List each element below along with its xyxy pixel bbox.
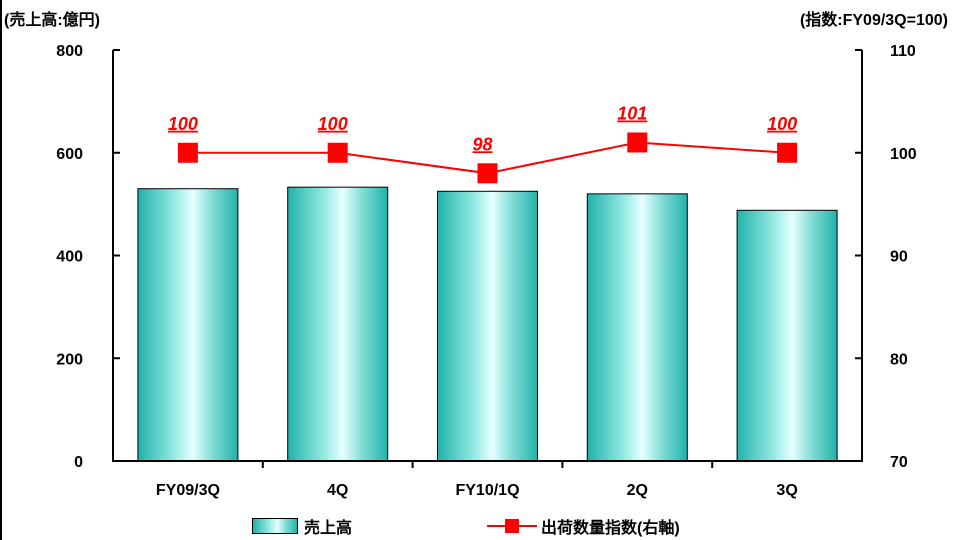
bar-3 [586, 193, 688, 462]
bar-0 [137, 188, 239, 462]
index-data-label-4: 100 [767, 114, 797, 134]
index-data-label-2: 98 [472, 134, 492, 154]
index-data-label-0: 100 [168, 114, 198, 134]
right-tick-label-3: 100 [890, 146, 917, 163]
legend-label-sales: 売上高 [304, 520, 353, 537]
right-axis-unit-label: (指数:FY09/3Q=100) [799, 12, 948, 29]
legend-line-swatch [487, 519, 537, 533]
index-marker-2 [477, 163, 498, 184]
bar-1 [287, 186, 389, 462]
left-tick-label-3: 600 [56, 146, 83, 163]
left-axis-unit-label: (売上高:億円) [4, 12, 100, 29]
left-tick-label-1: 200 [56, 351, 83, 368]
right-tick-label-4: 110 [890, 43, 916, 60]
bar-2 [437, 190, 538, 462]
left-tick-label-0: 0 [74, 454, 83, 471]
left-tick-label-4: 800 [56, 43, 83, 60]
legend-item-sales: 売上高 [252, 514, 352, 538]
right-tick-label-2: 90 [890, 249, 908, 266]
x-tick-label-2: FY10/1Q [455, 482, 519, 499]
legend-item-index: 出荷数量指数(右軸) [487, 514, 680, 538]
index-marker-1 [327, 142, 348, 163]
legend-bar-swatch [252, 518, 298, 534]
index-data-label-1: 100 [318, 114, 348, 134]
index-marker-0 [177, 142, 198, 163]
x-tick-label-4: 3Q [776, 482, 797, 499]
right-tick-label-0: 70 [890, 454, 908, 471]
index-marker-3 [627, 132, 648, 153]
frame-border [0, 0, 2, 540]
legend: 売上高 出荷数量指数(右軸) [0, 514, 956, 538]
x-tick-label-1: 4Q [327, 482, 348, 499]
legend-label-index: 出荷数量指数(右軸) [541, 520, 680, 537]
bar-4 [736, 209, 838, 462]
x-tick-label-0: FY09/3Q [156, 482, 220, 499]
index-data-label-3: 101 [617, 103, 647, 123]
right-tick-label-1: 80 [890, 351, 908, 368]
left-tick-label-2: 400 [56, 249, 83, 266]
x-tick-label-3: 2Q [627, 482, 648, 499]
index-marker-4 [777, 142, 798, 163]
